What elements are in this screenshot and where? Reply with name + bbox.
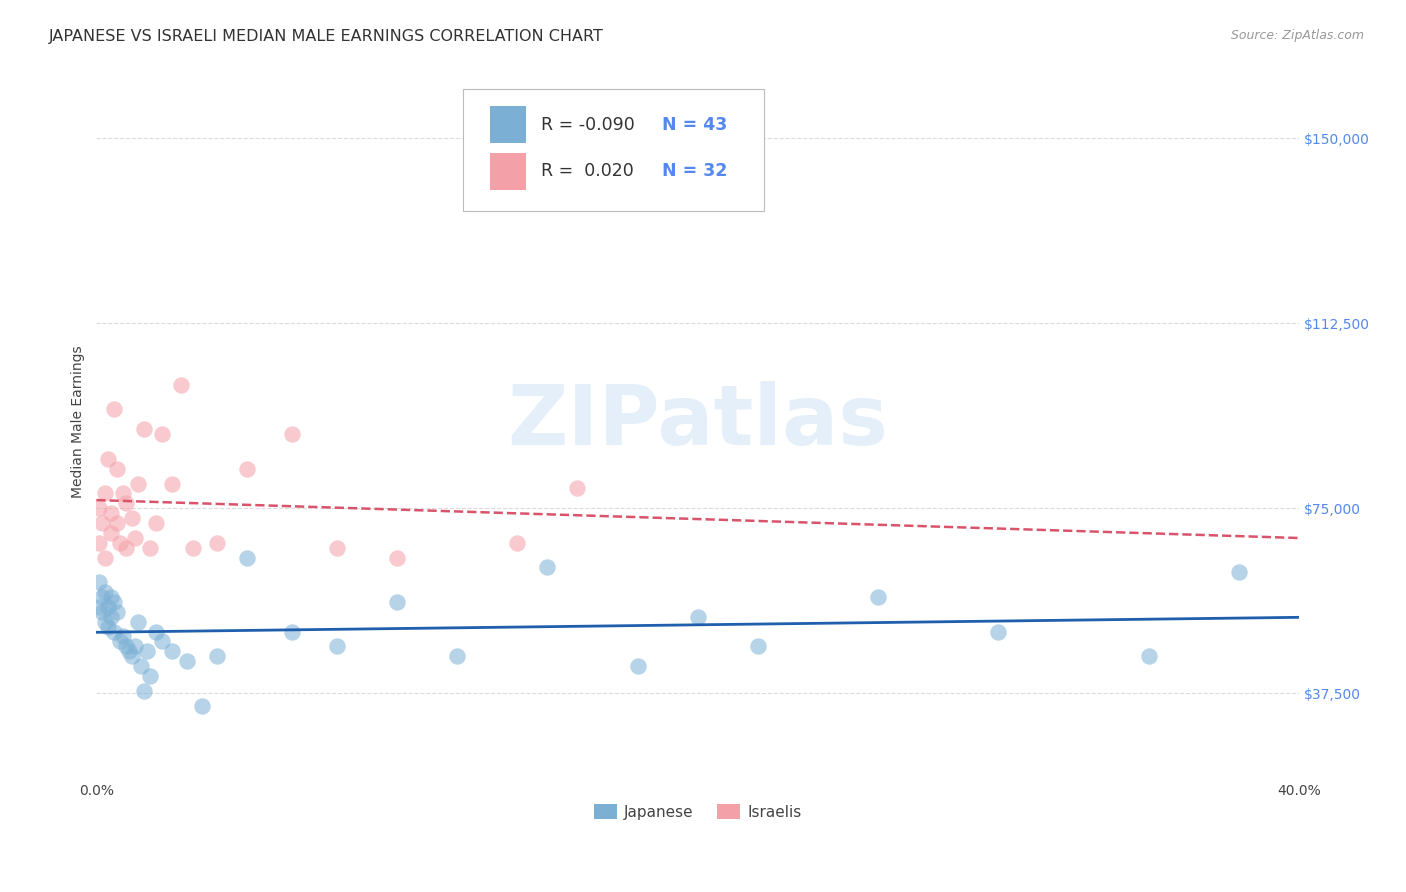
- Text: N = 32: N = 32: [662, 162, 727, 180]
- Point: [235, 461, 257, 475]
- Text: N = 43: N = 43: [662, 116, 727, 134]
- Point: [115, 640, 138, 654]
- Point: [89, 535, 111, 549]
- Point: [536, 560, 558, 574]
- Point: [281, 624, 304, 639]
- Point: [326, 541, 349, 555]
- Point: [235, 550, 257, 565]
- Point: [118, 644, 141, 658]
- Point: [385, 550, 408, 565]
- Point: [131, 659, 153, 673]
- Point: [626, 659, 648, 673]
- FancyBboxPatch shape: [489, 153, 526, 190]
- Point: [134, 683, 156, 698]
- FancyBboxPatch shape: [463, 89, 763, 211]
- Point: [110, 535, 132, 549]
- Point: [91, 590, 114, 604]
- Point: [139, 541, 162, 555]
- Point: [127, 615, 149, 629]
- Point: [124, 531, 146, 545]
- Point: [747, 640, 769, 654]
- Point: [506, 535, 529, 549]
- Point: [94, 615, 117, 629]
- Point: [121, 511, 143, 525]
- Point: [91, 605, 114, 619]
- Point: [115, 496, 138, 510]
- Point: [103, 402, 125, 417]
- Point: [567, 482, 589, 496]
- Point: [89, 501, 111, 516]
- Point: [110, 634, 132, 648]
- Text: Source: ZipAtlas.com: Source: ZipAtlas.com: [1230, 29, 1364, 42]
- Point: [112, 630, 135, 644]
- Point: [1227, 566, 1250, 580]
- Point: [100, 525, 122, 540]
- Point: [139, 669, 162, 683]
- Point: [868, 590, 890, 604]
- Point: [127, 476, 149, 491]
- Point: [112, 486, 135, 500]
- Point: [987, 624, 1010, 639]
- Text: JAPANESE VS ISRAELI MEDIAN MALE EARNINGS CORRELATION CHART: JAPANESE VS ISRAELI MEDIAN MALE EARNINGS…: [49, 29, 605, 44]
- Point: [94, 585, 117, 599]
- Point: [103, 595, 125, 609]
- Y-axis label: Median Male Earnings: Median Male Earnings: [72, 345, 86, 498]
- Point: [160, 476, 183, 491]
- Point: [105, 461, 128, 475]
- Point: [181, 541, 204, 555]
- Point: [89, 575, 111, 590]
- Point: [160, 644, 183, 658]
- Point: [176, 654, 198, 668]
- Point: [281, 427, 304, 442]
- Point: [152, 634, 174, 648]
- Legend: Japanese, Israelis: Japanese, Israelis: [588, 797, 808, 826]
- Point: [124, 640, 146, 654]
- Point: [103, 624, 125, 639]
- Point: [134, 422, 156, 436]
- Point: [100, 609, 122, 624]
- FancyBboxPatch shape: [489, 106, 526, 144]
- Point: [105, 605, 128, 619]
- Point: [94, 486, 117, 500]
- Point: [97, 619, 120, 633]
- Point: [326, 640, 349, 654]
- Point: [100, 506, 122, 520]
- Point: [89, 599, 111, 614]
- Point: [169, 377, 191, 392]
- Point: [152, 427, 174, 442]
- Point: [1137, 649, 1160, 664]
- Point: [205, 535, 228, 549]
- Text: R =  0.020: R = 0.020: [541, 162, 634, 180]
- Text: ZIPatlas: ZIPatlas: [508, 382, 889, 462]
- Point: [94, 550, 117, 565]
- Point: [385, 595, 408, 609]
- Point: [136, 644, 159, 658]
- Point: [145, 516, 167, 530]
- Point: [91, 516, 114, 530]
- Text: R = -0.090: R = -0.090: [541, 116, 636, 134]
- Point: [190, 698, 212, 713]
- Point: [100, 590, 122, 604]
- Point: [145, 624, 167, 639]
- Point: [205, 649, 228, 664]
- Point: [686, 609, 709, 624]
- Point: [115, 541, 138, 555]
- Point: [97, 451, 120, 466]
- Point: [97, 599, 120, 614]
- Point: [121, 649, 143, 664]
- Point: [446, 649, 468, 664]
- Point: [105, 516, 128, 530]
